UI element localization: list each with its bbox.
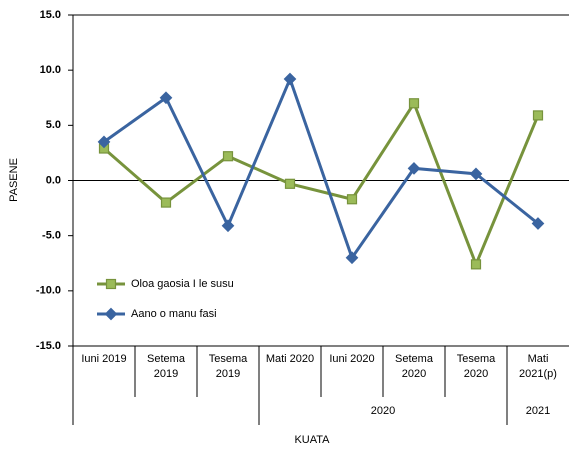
series-line bbox=[103, 99, 540, 269]
x-tick-label: Iuni 2019 bbox=[81, 353, 127, 365]
x-tick-label: Iuni 2020 bbox=[329, 353, 375, 365]
y-tick-label: 15.0 bbox=[40, 9, 61, 21]
point bbox=[469, 167, 483, 181]
x-tick-label: Tesema 2020 bbox=[456, 353, 496, 380]
y-axis-label: PASENE bbox=[8, 158, 20, 202]
legend-marker bbox=[104, 307, 118, 321]
point bbox=[222, 151, 234, 162]
y-tick-label: -5.0 bbox=[42, 230, 61, 242]
y-tick-label: -10.0 bbox=[36, 285, 61, 297]
point bbox=[284, 178, 296, 189]
point bbox=[345, 251, 359, 265]
y-tick-label: -15.0 bbox=[36, 340, 61, 352]
point bbox=[283, 72, 297, 86]
point bbox=[408, 98, 420, 109]
x-tick-label: Mati 2021(p) bbox=[519, 353, 557, 380]
x-axis-label: KUATA bbox=[294, 434, 330, 446]
x-tick-label: Setema 2020 bbox=[395, 353, 433, 380]
legend-label: Aano o manu fasi bbox=[131, 308, 217, 320]
x-tick-label: Setema 2019 bbox=[147, 353, 185, 380]
x-tick-label: Tesema 2019 bbox=[208, 353, 248, 380]
y-tick-label: 0.0 bbox=[46, 174, 61, 186]
point bbox=[531, 217, 545, 230]
point bbox=[407, 162, 421, 175]
y-tick-label: 5.0 bbox=[46, 119, 61, 131]
group-label: 2021 bbox=[526, 405, 550, 417]
legend-marker bbox=[105, 278, 117, 290]
point bbox=[346, 194, 358, 205]
y-tick-label: 10.0 bbox=[40, 64, 61, 76]
group-label: 2020 bbox=[371, 405, 395, 417]
point bbox=[97, 135, 111, 149]
point bbox=[221, 219, 235, 233]
point bbox=[532, 110, 544, 121]
point bbox=[159, 91, 173, 105]
point bbox=[160, 197, 172, 208]
x-tick-label: Mati 2020 bbox=[265, 353, 315, 365]
point bbox=[470, 259, 482, 270]
series-line bbox=[103, 74, 539, 262]
legend-label: Oloa gaosia I le susu bbox=[131, 278, 234, 290]
